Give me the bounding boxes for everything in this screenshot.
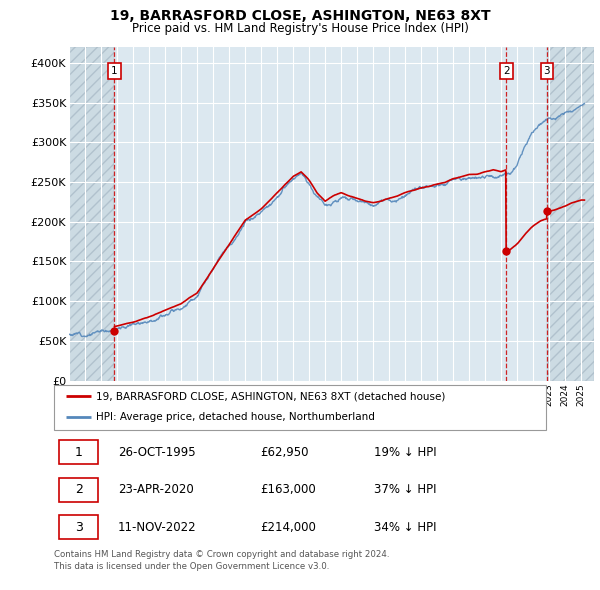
FancyBboxPatch shape bbox=[59, 477, 98, 502]
FancyBboxPatch shape bbox=[54, 385, 546, 430]
Text: 19, BARRASFORD CLOSE, ASHINGTON, NE63 8XT (detached house): 19, BARRASFORD CLOSE, ASHINGTON, NE63 8X… bbox=[96, 391, 445, 401]
FancyBboxPatch shape bbox=[59, 440, 98, 464]
Text: HPI: Average price, detached house, Northumberland: HPI: Average price, detached house, Nort… bbox=[96, 412, 374, 422]
Text: 19, BARRASFORD CLOSE, ASHINGTON, NE63 8XT: 19, BARRASFORD CLOSE, ASHINGTON, NE63 8X… bbox=[110, 9, 490, 23]
Text: 2: 2 bbox=[503, 66, 509, 76]
Bar bbox=[547, 47, 594, 381]
Text: £163,000: £163,000 bbox=[260, 483, 316, 496]
Text: 11-NOV-2022: 11-NOV-2022 bbox=[118, 520, 197, 533]
Text: 34% ↓ HPI: 34% ↓ HPI bbox=[374, 520, 436, 533]
Text: 1: 1 bbox=[74, 446, 83, 459]
Text: 3: 3 bbox=[74, 520, 83, 533]
Text: This data is licensed under the Open Government Licence v3.0.: This data is licensed under the Open Gov… bbox=[54, 562, 329, 571]
Bar bbox=[69, 47, 114, 381]
Text: Contains HM Land Registry data © Crown copyright and database right 2024.: Contains HM Land Registry data © Crown c… bbox=[54, 550, 389, 559]
Text: 2: 2 bbox=[74, 483, 83, 496]
Text: 19% ↓ HPI: 19% ↓ HPI bbox=[374, 446, 436, 459]
Text: 37% ↓ HPI: 37% ↓ HPI bbox=[374, 483, 436, 496]
Text: £214,000: £214,000 bbox=[260, 520, 317, 533]
Text: 1: 1 bbox=[111, 66, 118, 76]
FancyBboxPatch shape bbox=[59, 515, 98, 539]
Text: 26-OCT-1995: 26-OCT-1995 bbox=[118, 446, 196, 459]
Text: £62,950: £62,950 bbox=[260, 446, 309, 459]
Text: 3: 3 bbox=[544, 66, 550, 76]
Text: 23-APR-2020: 23-APR-2020 bbox=[118, 483, 194, 496]
Text: Price paid vs. HM Land Registry's House Price Index (HPI): Price paid vs. HM Land Registry's House … bbox=[131, 22, 469, 35]
